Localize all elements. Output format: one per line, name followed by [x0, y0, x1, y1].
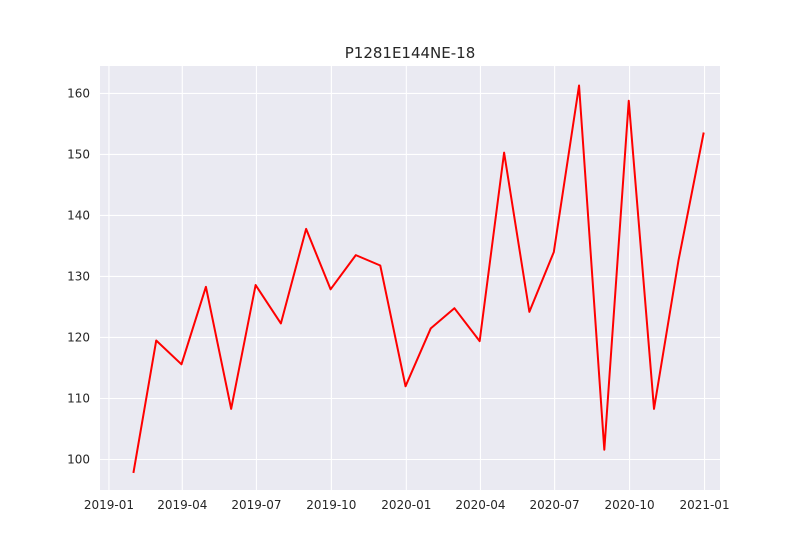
- x-tick-label: 2019-04: [157, 498, 207, 512]
- chart-title: P1281E144NE-18: [345, 44, 476, 62]
- y-tick-label: 150: [67, 147, 90, 161]
- x-tick-label: 2019-07: [231, 498, 281, 512]
- y-tick-label: 130: [67, 269, 90, 283]
- series-line: [132, 84, 705, 474]
- x-tick-label: 2020-07: [530, 498, 580, 512]
- x-tick-label: 2019-10: [306, 498, 356, 512]
- y-tick-label: 110: [67, 391, 90, 405]
- x-tick-label: 2020-01: [381, 498, 431, 512]
- x-tick-label: 2020-04: [455, 498, 505, 512]
- x-axis: 2019-01 2019-04 2019-07 2019-10 2020-01 2020-…: [84, 498, 730, 512]
- x-tick-label: 2020-10: [604, 498, 654, 512]
- y-tick-label: 140: [67, 208, 90, 222]
- y-tick-label: 120: [67, 330, 90, 344]
- x-tick-label: 2021-01: [679, 498, 729, 512]
- grid-lines: [100, 66, 720, 490]
- y-axis: 100 110 120 130 140 150 160: [67, 86, 90, 466]
- y-tick-label: 100: [67, 452, 90, 466]
- y-tick-label: 160: [67, 86, 90, 100]
- x-tick-label: 2019-01: [84, 498, 134, 512]
